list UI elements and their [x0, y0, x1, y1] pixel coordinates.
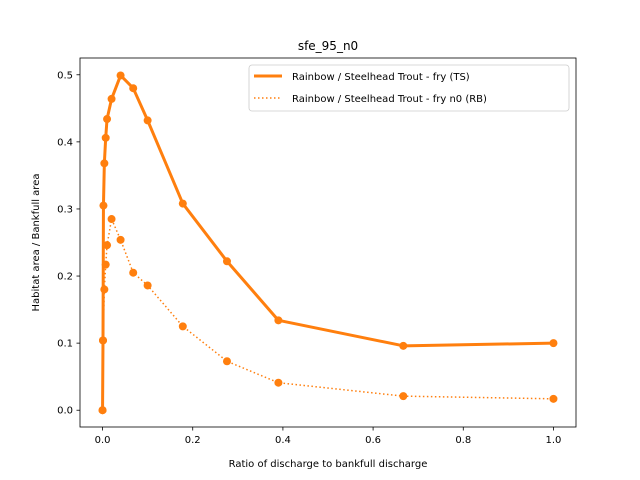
data-point-series-2	[116, 235, 125, 244]
y-axis: 0.0 0.1 0.2 0.3 0.4 0.5	[57, 70, 80, 417]
data-point-series-2	[274, 378, 283, 387]
data-point-series-2	[178, 322, 187, 331]
data-point-series-2	[103, 241, 112, 250]
data-point-series-2	[129, 268, 138, 277]
data-point-series-1	[100, 159, 109, 168]
y-tick-label: 0.3	[57, 204, 73, 215]
data-point-series-2	[399, 392, 408, 401]
data-point-series-1	[222, 257, 231, 266]
data-point-series-1	[549, 339, 558, 348]
data-point-series-2	[549, 394, 558, 403]
data-point-series-1	[129, 84, 138, 93]
data-point-series-2	[101, 260, 110, 269]
x-tick-label: 0.4	[275, 435, 291, 446]
y-tick-label: 0.5	[57, 70, 73, 81]
data-point-series-2	[100, 285, 109, 294]
y-tick-label: 0.1	[57, 339, 73, 350]
y-tick-label: 0.2	[57, 272, 73, 283]
data-point-series-1	[99, 201, 108, 210]
data-point-series-1	[107, 94, 116, 103]
data-point-series-1	[116, 71, 125, 80]
data-point-series-2	[98, 406, 107, 415]
legend-label-rb: Rainbow / Steelhead Trout - fry n0 (RB)	[292, 94, 487, 105]
data-point-series-2	[107, 215, 116, 224]
x-tick-label: 0.0	[95, 435, 111, 446]
x-axis: 0.0 0.2 0.4 0.6 0.8 1.0	[95, 427, 562, 446]
y-axis-label: Habitat area / Bankfull area	[31, 174, 42, 312]
data-point-series-2	[143, 281, 152, 290]
series-layer	[98, 71, 558, 415]
legend-box	[248, 64, 570, 112]
data-point-series-1	[178, 199, 187, 208]
data-point-series-1	[143, 116, 152, 125]
plot-area	[80, 58, 576, 427]
x-tick-label: 0.6	[365, 435, 381, 446]
legend-label-ts: Rainbow / Steelhead Trout - fry (TS)	[292, 72, 470, 83]
x-tick-label: 1.0	[546, 435, 562, 446]
data-point-series-2	[98, 336, 107, 345]
data-point-series-1	[103, 115, 112, 124]
plot-frame	[79, 57, 577, 428]
series-line-2	[101, 218, 554, 411]
chart-title: sfe_95_n0	[298, 39, 358, 53]
y-tick-label: 0.4	[57, 137, 73, 148]
data-point-series-1	[399, 341, 408, 350]
data-point-series-2	[222, 357, 231, 366]
x-axis-label: Ratio of discharge to bankfull discharge	[229, 459, 428, 470]
x-tick-label: 0.2	[185, 435, 201, 446]
legend: Rainbow / Steelhead Trout - fry (TS) Rai…	[248, 64, 570, 112]
y-tick-label: 0.0	[57, 406, 73, 417]
data-point-series-1	[101, 133, 110, 142]
data-point-series-1	[274, 316, 283, 325]
x-tick-label: 0.8	[455, 435, 471, 446]
